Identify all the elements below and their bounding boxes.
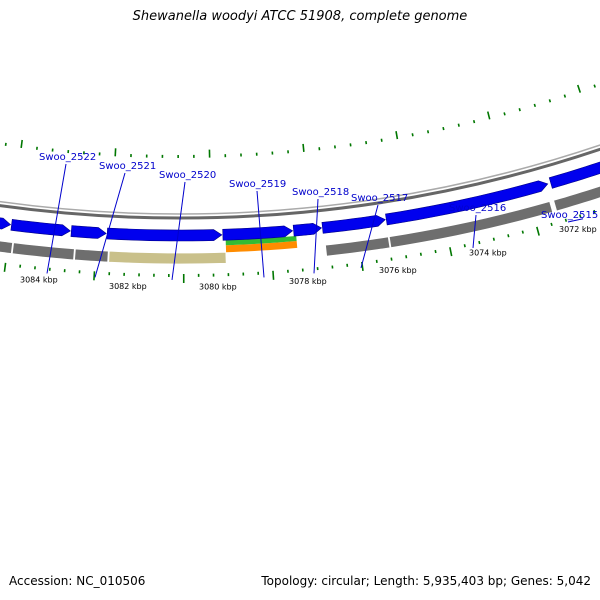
- genome-summary-text: Topology: circular; Length: 5,935,403 bp…: [261, 574, 591, 588]
- ruler-label: 3078 kbp: [289, 277, 327, 286]
- inner-tick: [548, 99, 552, 103]
- forward-cds-arrow: [222, 225, 294, 241]
- gene-label: Swoo_2515: [541, 210, 598, 221]
- ruler-label: 3080 kbp: [199, 283, 237, 292]
- ruler-label: 3082 kbp: [109, 282, 147, 291]
- gene-label-leader: [46, 163, 67, 274]
- gene-label: Swoo_2519: [229, 179, 286, 190]
- outer-tick: [478, 240, 481, 245]
- gene-label: Swoo_2521: [99, 161, 156, 172]
- backbone-track: [0, 144, 600, 220]
- outer-tick: [419, 252, 422, 256]
- inner-tick: [563, 94, 567, 98]
- gene-label: Swoo_2516: [449, 203, 506, 214]
- outer-tick: [463, 244, 466, 248]
- backbone-line-outer: [0, 147, 600, 220]
- reverse-gene-block: [0, 240, 14, 254]
- gene-label: Swoo_2520: [159, 170, 216, 181]
- outer-tick-marks: [3, 209, 596, 283]
- reverse-gene-block: [553, 185, 600, 212]
- outer-tick: [405, 255, 408, 259]
- gene-label-leader: [567, 218, 584, 223]
- outer-tick: [507, 234, 510, 238]
- reverse-gene-block: [388, 201, 554, 249]
- outer-tick: [536, 226, 540, 236]
- reverse-gene-block: [108, 250, 227, 265]
- inner-tick: [395, 131, 399, 140]
- inner-tick: [486, 111, 491, 120]
- ruler-label: 3076 kbp: [379, 266, 417, 275]
- outer-tick: [449, 247, 453, 257]
- outer-tick: [593, 209, 596, 214]
- gene-label: Swoo_2518: [292, 187, 349, 198]
- inner-tick: [457, 123, 460, 127]
- gene-label-leader: [171, 181, 186, 281]
- inner-tick-marks: [4, 84, 596, 159]
- reverse-strand-track: [0, 185, 600, 265]
- accession-text: Accession: NC_010506: [9, 574, 146, 588]
- ruler-labels: 3084 kbp 3082 kbp 3080 kbp 3078 kbp 3076 kbp…: [20, 225, 597, 291]
- gene-label: Swoo_2522: [39, 152, 96, 163]
- backbone-line-inner: [0, 144, 600, 215]
- inner-tick: [472, 119, 476, 124]
- inner-tick: [411, 133, 414, 137]
- forward-cds-arrow: [10, 219, 71, 237]
- gene-label-leader: [94, 172, 126, 278]
- outer-tick: [578, 214, 582, 218]
- map-title: Shewanella woodyi ATCC 51908, complete g…: [132, 9, 468, 24]
- gene-label: Swoo_2517: [351, 193, 408, 204]
- reverse-gene-block: [325, 236, 391, 257]
- inner-tick: [533, 103, 537, 108]
- gene-label-leader: [360, 204, 379, 269]
- outer-tick: [434, 249, 437, 254]
- inner-tick: [518, 108, 521, 112]
- forward-cds-arrow: [70, 225, 107, 239]
- ruler-label: 3072 kbp: [559, 225, 597, 234]
- reverse-gene-block: [74, 248, 109, 263]
- inner-tick: [20, 139, 23, 149]
- outer-tick: [521, 230, 524, 234]
- ruler-label: 3084 kbp: [20, 276, 58, 285]
- inner-tick: [426, 130, 430, 134]
- gene-label-leader: [256, 190, 265, 278]
- forward-cds-arrow: [548, 161, 600, 189]
- forward-cds-arrow: [0, 217, 12, 230]
- outer-tick: [93, 271, 96, 281]
- inner-tick: [576, 84, 582, 93]
- ruler-label: 3074 kbp: [469, 249, 507, 258]
- forward-strand-track: [0, 161, 600, 242]
- forward-cds-arrow: [106, 227, 223, 242]
- outer-tick: [492, 237, 495, 241]
- inner-tick: [593, 84, 596, 88]
- reverse-gene-block: [11, 242, 75, 261]
- outer-tick: [550, 222, 553, 227]
- inner-tick: [503, 112, 506, 116]
- inner-tick: [442, 126, 445, 131]
- outer-tick: [272, 270, 275, 280]
- forward-cds-arrow: [321, 215, 386, 234]
- gene-label-leader: [472, 214, 477, 249]
- forward-cds-arrow: [292, 223, 323, 237]
- gene-label-leader: [313, 198, 319, 274]
- outer-tick: [3, 262, 7, 272]
- outer-tick: [564, 218, 568, 222]
- forward-cds-arrow: [385, 180, 549, 226]
- inner-tick: [302, 143, 305, 152]
